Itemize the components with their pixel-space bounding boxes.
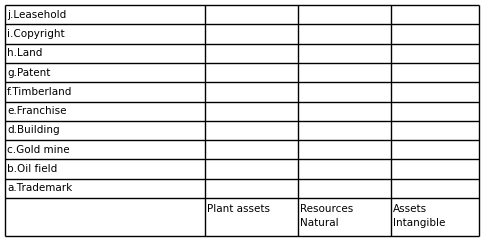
Text: f.Timberland: f.Timberland: [7, 87, 73, 97]
Text: i.Copyright: i.Copyright: [7, 29, 65, 39]
Text: h.Land: h.Land: [7, 48, 43, 58]
Text: Natural: Natural: [300, 218, 339, 228]
Text: Resources: Resources: [300, 204, 353, 214]
Text: j.Leasehold: j.Leasehold: [7, 10, 66, 20]
Text: b.Oil field: b.Oil field: [7, 164, 57, 174]
Text: e.Franchise: e.Franchise: [7, 106, 66, 116]
Text: Assets: Assets: [393, 204, 427, 214]
Text: g.Patent: g.Patent: [7, 67, 50, 78]
Text: a.Trademark: a.Trademark: [7, 183, 72, 193]
Text: Intangible: Intangible: [393, 218, 445, 228]
Text: Plant assets: Plant assets: [207, 204, 270, 214]
Text: d.Building: d.Building: [7, 126, 60, 135]
Text: c.Gold mine: c.Gold mine: [7, 145, 70, 155]
